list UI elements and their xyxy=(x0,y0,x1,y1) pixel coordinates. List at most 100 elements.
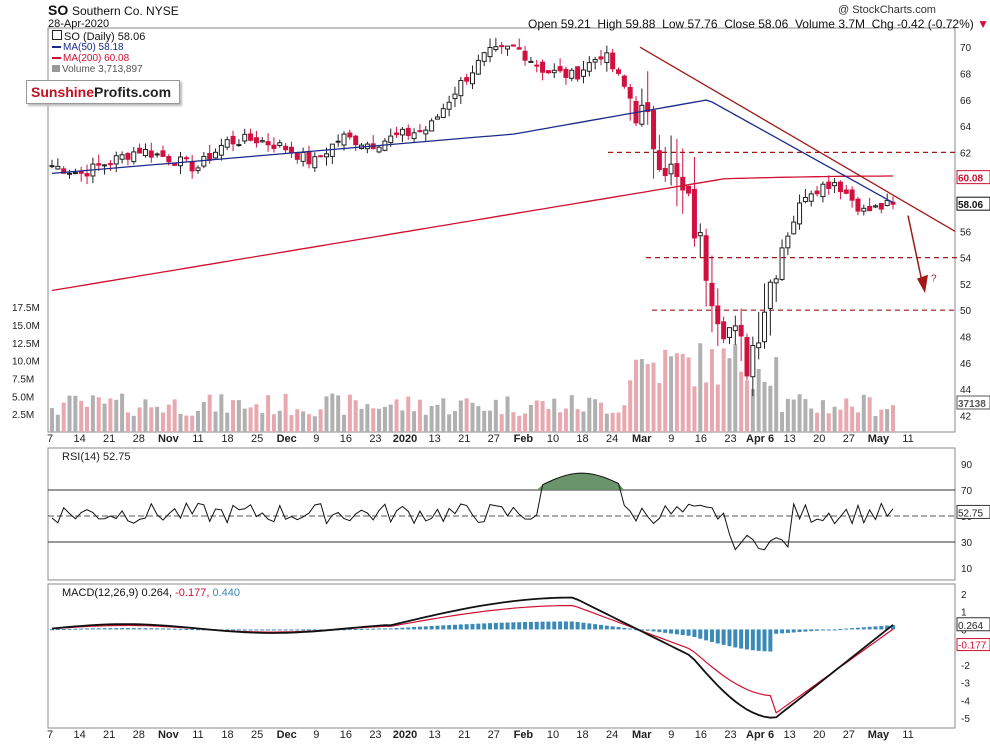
macd-hist-bar xyxy=(79,628,84,630)
candle-body xyxy=(721,321,727,340)
volume-bar xyxy=(704,382,709,432)
volume-bar xyxy=(289,415,294,432)
candles-group xyxy=(49,37,896,432)
macd-hist-bar xyxy=(826,629,831,631)
volume-bar xyxy=(441,398,446,432)
candle-body xyxy=(96,163,102,166)
candle-body xyxy=(814,190,820,195)
candle-body xyxy=(265,141,271,146)
volume-bar xyxy=(61,402,66,432)
volume-bar xyxy=(674,353,679,432)
volume-bar xyxy=(476,406,481,432)
volume-tag-box xyxy=(956,395,990,410)
x-tick-label: Apr 6 xyxy=(746,433,774,445)
volume-bar xyxy=(785,398,790,432)
candle-body xyxy=(540,61,546,73)
price-tick-label: 64 xyxy=(960,122,972,133)
candle-body xyxy=(218,144,224,156)
volume-bar xyxy=(721,348,726,432)
candle-body xyxy=(808,193,814,202)
macd-hist-bar xyxy=(441,625,446,630)
macd-hist-bar xyxy=(312,629,317,631)
macd-tick-label: -4 xyxy=(961,696,970,707)
x-tick-label-bottom: Feb xyxy=(514,729,534,741)
macd-hist-bar xyxy=(855,627,860,630)
macd-hist-bar xyxy=(488,623,493,630)
volume-bar xyxy=(791,399,796,432)
legend-ma200-text: MA(200) 60.08 xyxy=(63,53,130,64)
candle-body xyxy=(312,156,318,169)
sunshine-profits-logo: SunshineProfits.com xyxy=(26,80,180,104)
volume-bar xyxy=(593,399,598,432)
volume-bar xyxy=(318,409,323,432)
macd-hist-bar xyxy=(271,629,276,631)
candle-body xyxy=(253,137,259,144)
macd-hist-bar xyxy=(470,623,475,630)
candle-body xyxy=(388,135,394,144)
volume-bar xyxy=(283,393,288,432)
volume-bar xyxy=(575,409,580,432)
volume-bar xyxy=(850,406,855,432)
macd-hist-bar xyxy=(499,622,504,630)
rsi-title: RSI(14) 52.75 xyxy=(62,451,130,463)
macd-hist-bar xyxy=(739,629,744,649)
candle-body xyxy=(855,198,861,212)
volume-bar xyxy=(213,411,218,432)
line-legend-icon xyxy=(52,57,61,60)
volume-bar xyxy=(342,414,347,432)
candle-body xyxy=(878,203,884,210)
macd-hist-bar xyxy=(260,629,265,631)
candle-body xyxy=(423,129,429,135)
macd-hist-bar xyxy=(610,626,615,630)
candle-body xyxy=(452,93,458,100)
macd-hist-bar xyxy=(452,624,457,630)
macd-hist-bar xyxy=(131,628,136,630)
price-tick-label: 68 xyxy=(960,69,972,80)
ma200-tag: 60.08 xyxy=(958,174,983,185)
macd-hist-bar xyxy=(797,629,802,633)
volume-bar xyxy=(400,410,405,432)
rsi-tick-label: 10 xyxy=(961,564,973,575)
x-tick-label: Feb xyxy=(514,433,534,445)
x-tick-label-bottom: 21 xyxy=(458,729,470,741)
x-tick-label-bottom: 11 xyxy=(192,729,203,741)
x-tick-label: 27 xyxy=(488,433,500,445)
volume-tag: 37138 xyxy=(958,399,986,410)
macd-hist-bar xyxy=(231,629,236,631)
legend-price: SO (Daily) 58.06 xyxy=(52,30,145,43)
volume-bar xyxy=(248,407,253,432)
volume-bar xyxy=(511,412,516,432)
candle-body xyxy=(283,145,289,151)
macd-hist-bar xyxy=(809,629,814,632)
x-tick-label-bottom: 7 xyxy=(47,729,53,741)
candle-body xyxy=(872,205,878,208)
macd-hist-bar xyxy=(236,629,241,631)
macd-hist-bar xyxy=(301,629,306,631)
macd-hist-bar xyxy=(774,629,779,634)
volume-bar xyxy=(266,395,271,432)
macd-hist-bar xyxy=(125,628,130,630)
candle-body xyxy=(744,337,750,377)
macd-hist-bar xyxy=(423,626,428,630)
candle-body xyxy=(656,150,662,170)
volume-tick-label: 7.5M xyxy=(12,374,34,385)
candle-body xyxy=(353,135,359,146)
price-tick-label: 52 xyxy=(960,280,972,291)
macd-hist-bar xyxy=(552,621,557,630)
candle-body xyxy=(470,72,475,85)
price-tick-label: 44 xyxy=(960,385,972,396)
macd-hist-bar xyxy=(61,628,66,630)
macd-hist-bar xyxy=(96,628,101,630)
x-tick-label-bottom: 10 xyxy=(547,729,559,741)
macd-hist-bar xyxy=(371,628,376,630)
macd-hist-bar xyxy=(891,625,895,630)
ohlc-summary: Open 59.21 High 59.88 Low 57.76 Close 58… xyxy=(528,17,989,31)
candle-body xyxy=(528,60,534,63)
volume-bar xyxy=(277,410,282,432)
candle-body xyxy=(849,189,855,201)
candle-body xyxy=(224,139,230,148)
company-name: Southern Co. NYSE xyxy=(72,4,179,18)
candle-body xyxy=(67,172,73,175)
macd-hist-bar xyxy=(342,629,347,631)
volume-label: Volume xyxy=(794,17,835,31)
